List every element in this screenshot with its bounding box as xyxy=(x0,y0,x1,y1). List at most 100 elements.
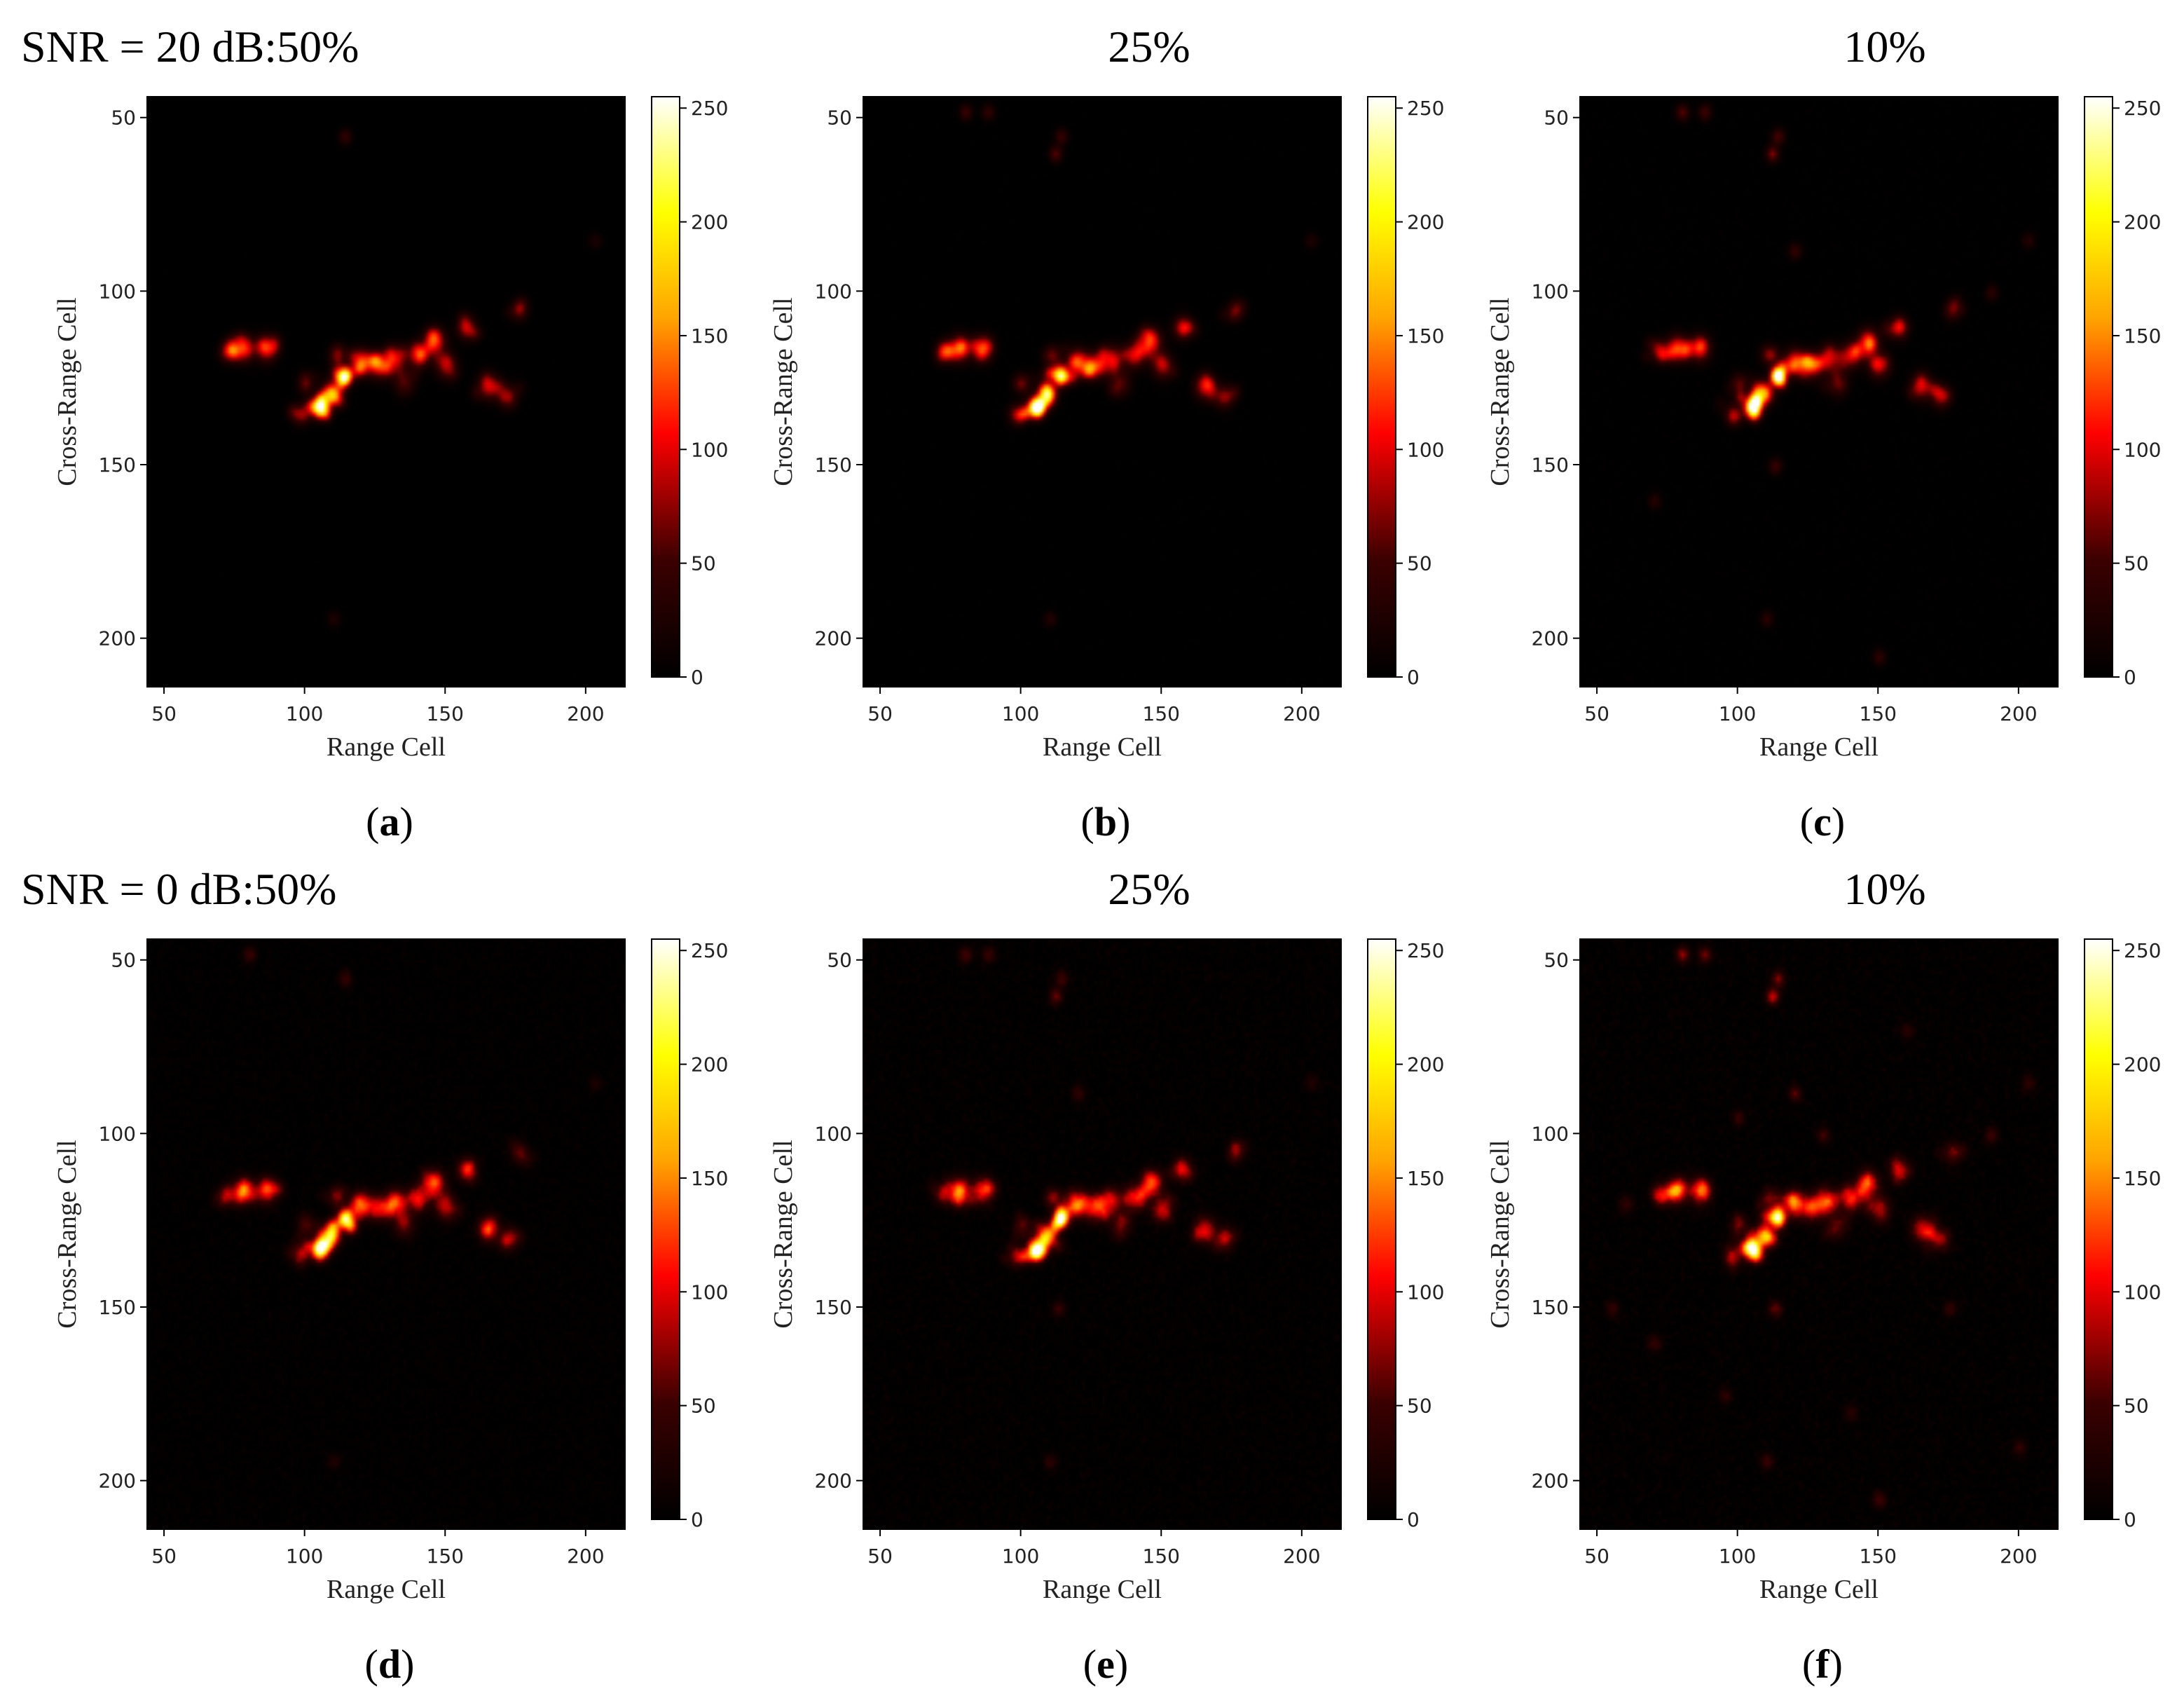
colorbar-tick-label: 100 xyxy=(2124,438,2161,461)
heatmap-panel: 50 100 150 200 50 100 150 200 Range Cell Cross-Ra… xyxy=(53,938,728,1687)
x-tick-label: 150 xyxy=(1860,1545,1897,1568)
colorbar-tick-label: 200 xyxy=(1407,1053,1444,1076)
plot-frame xyxy=(146,938,626,1530)
panel-header: 50% xyxy=(277,22,359,71)
row-header: SNR = 0 dB:50% xyxy=(21,864,336,914)
caption-letter: c xyxy=(1813,799,1832,844)
caption-open: ( xyxy=(1800,799,1813,844)
y-tick-label: 200 xyxy=(1532,627,1569,650)
panel-caption: (e) xyxy=(1083,1641,1128,1687)
heatmap-panel: 10% 50 100 150 200 50 100 150 200 Range Cell Cross… xyxy=(1485,864,2161,1687)
colorbar xyxy=(2084,938,2113,1520)
x-tick-label: 150 xyxy=(1143,1545,1180,1568)
caption-close: ) xyxy=(1832,799,1845,844)
y-tick-label: 150 xyxy=(1532,1296,1569,1319)
colorbar-tick-label: 100 xyxy=(1407,438,1444,461)
y-tick-label: 50 xyxy=(827,949,852,972)
panel-caption: (a) xyxy=(366,799,413,844)
panel-caption: (c) xyxy=(1800,799,1845,844)
panel-caption: (f) xyxy=(1802,1641,1843,1687)
x-tick-label: 100 xyxy=(1719,702,1756,725)
panel-header: 25% xyxy=(1108,864,1190,914)
colorbar-tick-label: 0 xyxy=(1407,1508,1420,1531)
x-axis-label: Range Cell xyxy=(1759,1575,1879,1604)
x-tick-label: 150 xyxy=(1860,702,1897,725)
x-tick-label: 100 xyxy=(286,702,323,725)
colorbar-tick-label: 100 xyxy=(691,438,728,461)
x-axis-label: Range Cell xyxy=(1043,732,1162,762)
x-tick-label: 200 xyxy=(567,702,604,725)
y-tick-label: 50 xyxy=(1544,107,1569,130)
colorbar-tick-label: 50 xyxy=(1407,1395,1432,1418)
x-tick-label: 100 xyxy=(1002,702,1039,725)
x-tick-label: 150 xyxy=(427,702,464,725)
heatmap-image xyxy=(863,939,1341,1529)
colorbar-tick-label: 50 xyxy=(691,1395,716,1418)
plot-frame xyxy=(1579,96,2059,688)
colorbar-tick-label: 250 xyxy=(691,939,728,962)
y-axis-label: Cross-Range Cell xyxy=(1485,297,1515,486)
caption-open: ( xyxy=(365,1641,378,1687)
heatmap-image xyxy=(147,939,625,1529)
y-tick-label: 100 xyxy=(99,1122,136,1145)
colorbar-tick-label: 150 xyxy=(2124,324,2161,348)
caption-close: ) xyxy=(401,1641,414,1687)
colorbar-tick-label: 250 xyxy=(1407,939,1444,962)
heatmap-panel: 25% 50 100 150 200 50 100 150 200 Range Cell Cross… xyxy=(769,22,1444,844)
colorbar xyxy=(1367,938,1396,1520)
colorbar-tick-label: 200 xyxy=(691,211,728,234)
colorbar-tick-label: 150 xyxy=(1407,1167,1444,1190)
colorbar-tick-label: 250 xyxy=(2124,939,2161,962)
x-tick-label: 100 xyxy=(1002,1545,1039,1568)
panel-caption: (d) xyxy=(365,1641,415,1687)
y-tick-label: 50 xyxy=(1544,949,1569,972)
snr-label: SNR = 0 dB: xyxy=(21,864,254,914)
colorbar-tick-label: 50 xyxy=(2124,1395,2149,1418)
colorbar-tick-label: 250 xyxy=(1407,97,1444,120)
caption-open: ( xyxy=(366,799,379,844)
colorbar-tick-label: 0 xyxy=(1407,666,1420,689)
y-tick-label: 150 xyxy=(815,453,852,477)
colorbar-tick-label: 150 xyxy=(2124,1167,2161,1190)
y-tick-label: 50 xyxy=(111,107,136,130)
colorbar-tick-label: 250 xyxy=(691,97,728,120)
x-tick-label: 200 xyxy=(567,1545,604,1568)
colorbar-tick-label: 200 xyxy=(691,1053,728,1076)
y-tick-label: 50 xyxy=(827,107,852,130)
figure-row: SNR = 0 dB:50% 50 100 150 200 50 100 150 200 Rang… xyxy=(21,864,2161,1687)
caption-open: ( xyxy=(1802,1641,1815,1687)
heatmap-image xyxy=(147,97,625,687)
y-axis-label: Cross-Range Cell xyxy=(769,297,798,486)
heatmap-image xyxy=(863,97,1341,687)
colorbar-tick-label: 0 xyxy=(2124,1508,2136,1531)
y-axis-label: Cross-Range Cell xyxy=(53,297,82,486)
colorbar-tick-label: 150 xyxy=(691,324,728,348)
colorbar-tick-label: 50 xyxy=(1407,552,1432,575)
y-tick-label: 150 xyxy=(815,1296,852,1319)
x-axis-label: Range Cell xyxy=(327,1575,446,1604)
x-tick-label: 200 xyxy=(2000,702,2037,725)
x-axis-label: Range Cell xyxy=(1043,1575,1162,1604)
caption-close: ) xyxy=(1829,1641,1843,1687)
y-tick-label: 200 xyxy=(815,1470,852,1493)
x-tick-label: 100 xyxy=(286,1545,323,1568)
colorbar-tick-label: 200 xyxy=(2124,211,2161,234)
x-tick-label: 150 xyxy=(427,1545,464,1568)
colorbar-tick-label: 50 xyxy=(691,552,716,575)
y-axis-label: Cross-Range Cell xyxy=(1485,1140,1515,1328)
y-tick-label: 50 xyxy=(111,949,136,972)
x-tick-label: 200 xyxy=(2000,1545,2037,1568)
y-tick-label: 100 xyxy=(815,280,852,303)
x-tick-label: 50 xyxy=(1584,1545,1609,1568)
caption-letter: b xyxy=(1094,799,1117,844)
x-tick-label: 50 xyxy=(867,702,893,725)
caption-close: ) xyxy=(1115,1641,1128,1687)
y-tick-label: 200 xyxy=(1532,1470,1569,1493)
y-tick-label: 200 xyxy=(815,627,852,650)
colorbar-tick-label: 200 xyxy=(2124,1053,2161,1076)
x-axis-label: Range Cell xyxy=(1759,732,1879,762)
colorbar-tick-label: 150 xyxy=(1407,324,1444,348)
caption-open: ( xyxy=(1081,799,1094,844)
colorbar-tick-label: 100 xyxy=(2124,1280,2161,1304)
